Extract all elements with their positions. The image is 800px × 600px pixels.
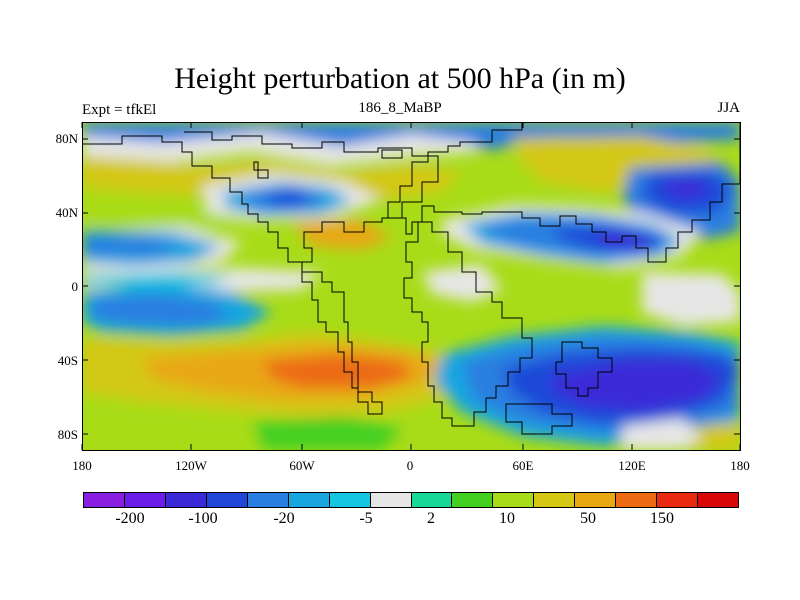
colorbar-label: 2	[427, 510, 435, 527]
colorbar-swatch	[288, 493, 330, 507]
colorbar-swatch	[165, 493, 207, 507]
colorbar-swatch	[698, 493, 738, 507]
colorbar-label: -200	[115, 510, 145, 527]
colorbar-swatch	[247, 493, 289, 507]
colorbar-swatch	[575, 493, 617, 507]
run-label: 186_8_MaBP	[358, 100, 442, 116]
y-tick-label: 80N	[55, 131, 78, 146]
y-tick-label: 80S	[57, 427, 78, 442]
colorbar-swatch	[124, 493, 166, 507]
contour-map	[82, 122, 740, 450]
x-tick-label: 180	[730, 458, 750, 473]
colorbar-swatch	[329, 493, 371, 507]
x-tick-label: 180	[72, 458, 92, 473]
colorbar-swatch	[534, 493, 576, 507]
x-tick-label: 120E	[618, 458, 646, 473]
map-panel	[82, 122, 740, 450]
experiment-label: Expt = tfkEl	[82, 102, 157, 118]
colorbar	[83, 492, 739, 508]
colorbar-swatch	[616, 493, 658, 507]
x-tick-label: 0	[406, 458, 414, 473]
season-label: JJA	[717, 100, 740, 116]
colorbar-label: 50	[580, 510, 596, 527]
colorbar-label: 10	[499, 510, 515, 527]
colorbar-label: -20	[273, 510, 295, 527]
colorbar-label: -100	[188, 510, 218, 527]
continent-outlines	[82, 122, 740, 435]
y-tick-label: 0	[71, 279, 79, 294]
colorbar-swatch	[411, 493, 453, 507]
y-tick-label: 40N	[55, 205, 78, 220]
colorbar-label: 150	[650, 510, 674, 527]
colorbar-swatch	[84, 493, 125, 507]
colorbar-swatch	[657, 493, 699, 507]
x-tick-label: 60W	[289, 458, 315, 473]
colorbar-swatch	[206, 493, 248, 507]
colorbar-swatch	[493, 493, 535, 507]
x-tick-label: 120W	[175, 458, 207, 473]
y-tick-label: 40S	[57, 353, 78, 368]
x-tick-label: 60E	[512, 458, 534, 473]
plot-title: Height perturbation at 500 hPa (in m)	[174, 62, 626, 95]
colorbar-label: -5	[359, 510, 373, 527]
colorbar-swatch	[452, 493, 494, 507]
colorbar-swatch	[370, 493, 412, 507]
